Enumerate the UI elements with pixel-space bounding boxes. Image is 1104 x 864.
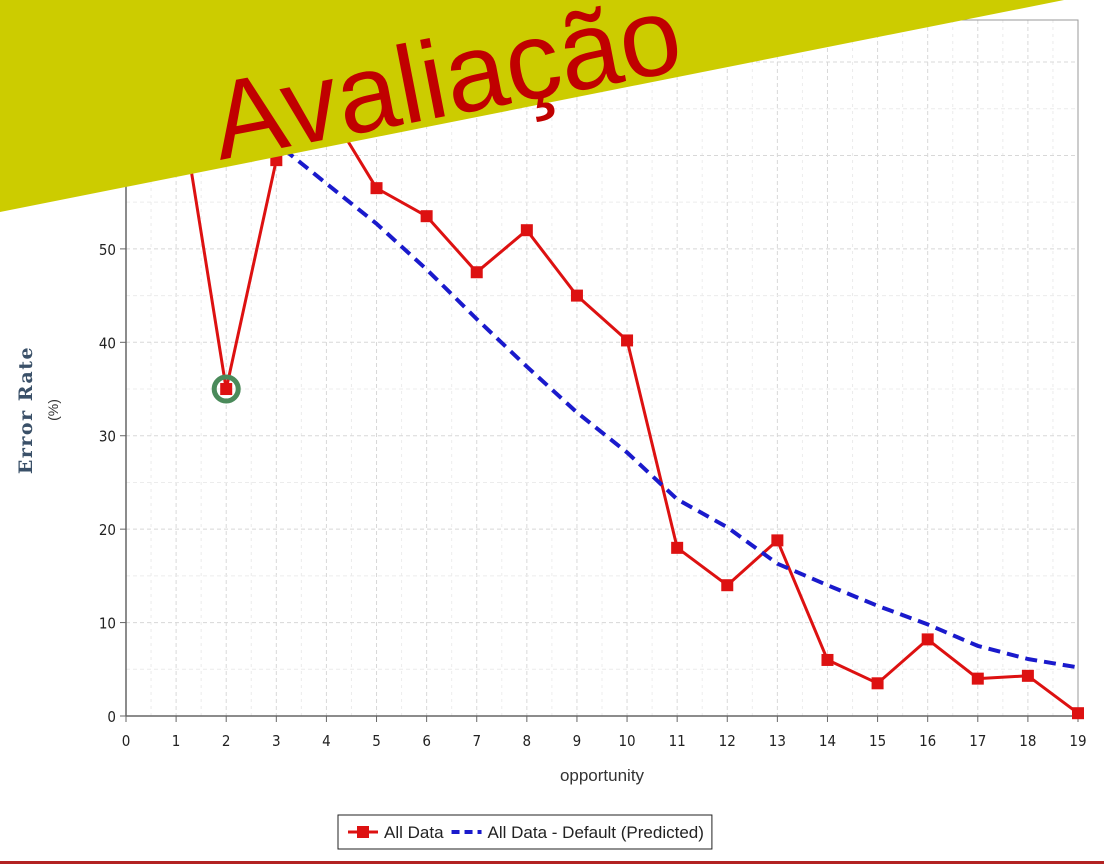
x-tick-label: 10: [618, 732, 635, 750]
x-tick-label: 3: [272, 732, 281, 750]
series-line-2: [174, 69, 1079, 670]
y-axis-title-group: Error Rate (%): [15, 346, 61, 474]
y-axis-unit: (%): [45, 399, 61, 421]
data-point: [470, 266, 483, 279]
legend-label: All Data - Default (Predicted): [488, 823, 704, 842]
x-tick-label: 16: [919, 732, 936, 750]
y-tick-label: 0: [107, 708, 116, 726]
data-point: [821, 653, 834, 666]
data-point: [570, 289, 583, 302]
data-point: [420, 210, 433, 223]
x-tick-label: 13: [769, 732, 786, 750]
x-tick-label: 0: [122, 732, 131, 750]
y-tick-label: 50: [99, 241, 116, 259]
y-axis-title: Error Rate: [15, 346, 37, 474]
data-point: [721, 579, 734, 592]
data-point: [1021, 669, 1034, 682]
x-tick-label: 2: [222, 732, 231, 750]
y-tick-label: 30: [99, 428, 116, 446]
legend-label: All Data: [384, 823, 444, 842]
banner-shape: [0, 0, 1064, 212]
y-tick-label: 20: [99, 521, 116, 539]
data-point: [871, 677, 884, 690]
data-point: [971, 672, 984, 685]
x-tick-label: 8: [523, 732, 532, 750]
y-tick-label: 40: [99, 334, 116, 352]
data-point: [621, 334, 634, 347]
tick-labels: 0 1 2 3 4 5 6 7 8 9 10 11 12 13 14 15 16 17 18 190102030405…: [99, 54, 1087, 750]
x-tick-label: 7: [472, 732, 481, 750]
highlight-ring: [211, 374, 241, 404]
x-tick-label: 18: [1019, 732, 1036, 750]
legend-box: [337, 814, 713, 850]
data-point: [921, 633, 934, 646]
x-tick-label: 6: [422, 732, 431, 750]
data-point: [771, 534, 784, 547]
x-tick-label: 15: [869, 732, 886, 750]
data-point: [520, 224, 533, 237]
x-tick-label: 11: [669, 732, 686, 750]
x-tick-label: 5: [372, 732, 381, 750]
data-point: [1072, 707, 1084, 720]
bottom-border: [0, 861, 1104, 864]
x-tick-label: 14: [819, 732, 836, 750]
legend-swatch-marker: [357, 826, 369, 838]
x-tick-label: 4: [322, 732, 331, 750]
x-tick-label: 12: [719, 732, 736, 750]
x-tick-label: 1: [172, 732, 181, 750]
legend: All Data All Data - Default (Predicted): [337, 814, 713, 850]
y-tick-label: 10: [99, 615, 116, 633]
data-point: [370, 182, 383, 195]
x-tick-label: 17: [969, 732, 986, 750]
x-tick-label: 19: [1069, 732, 1086, 750]
data-point: [220, 383, 233, 396]
data-point: [671, 541, 684, 554]
x-axis-title: opportunity: [560, 766, 645, 785]
data-markers: [170, 70, 1084, 720]
x-tick-label: 9: [573, 732, 582, 750]
